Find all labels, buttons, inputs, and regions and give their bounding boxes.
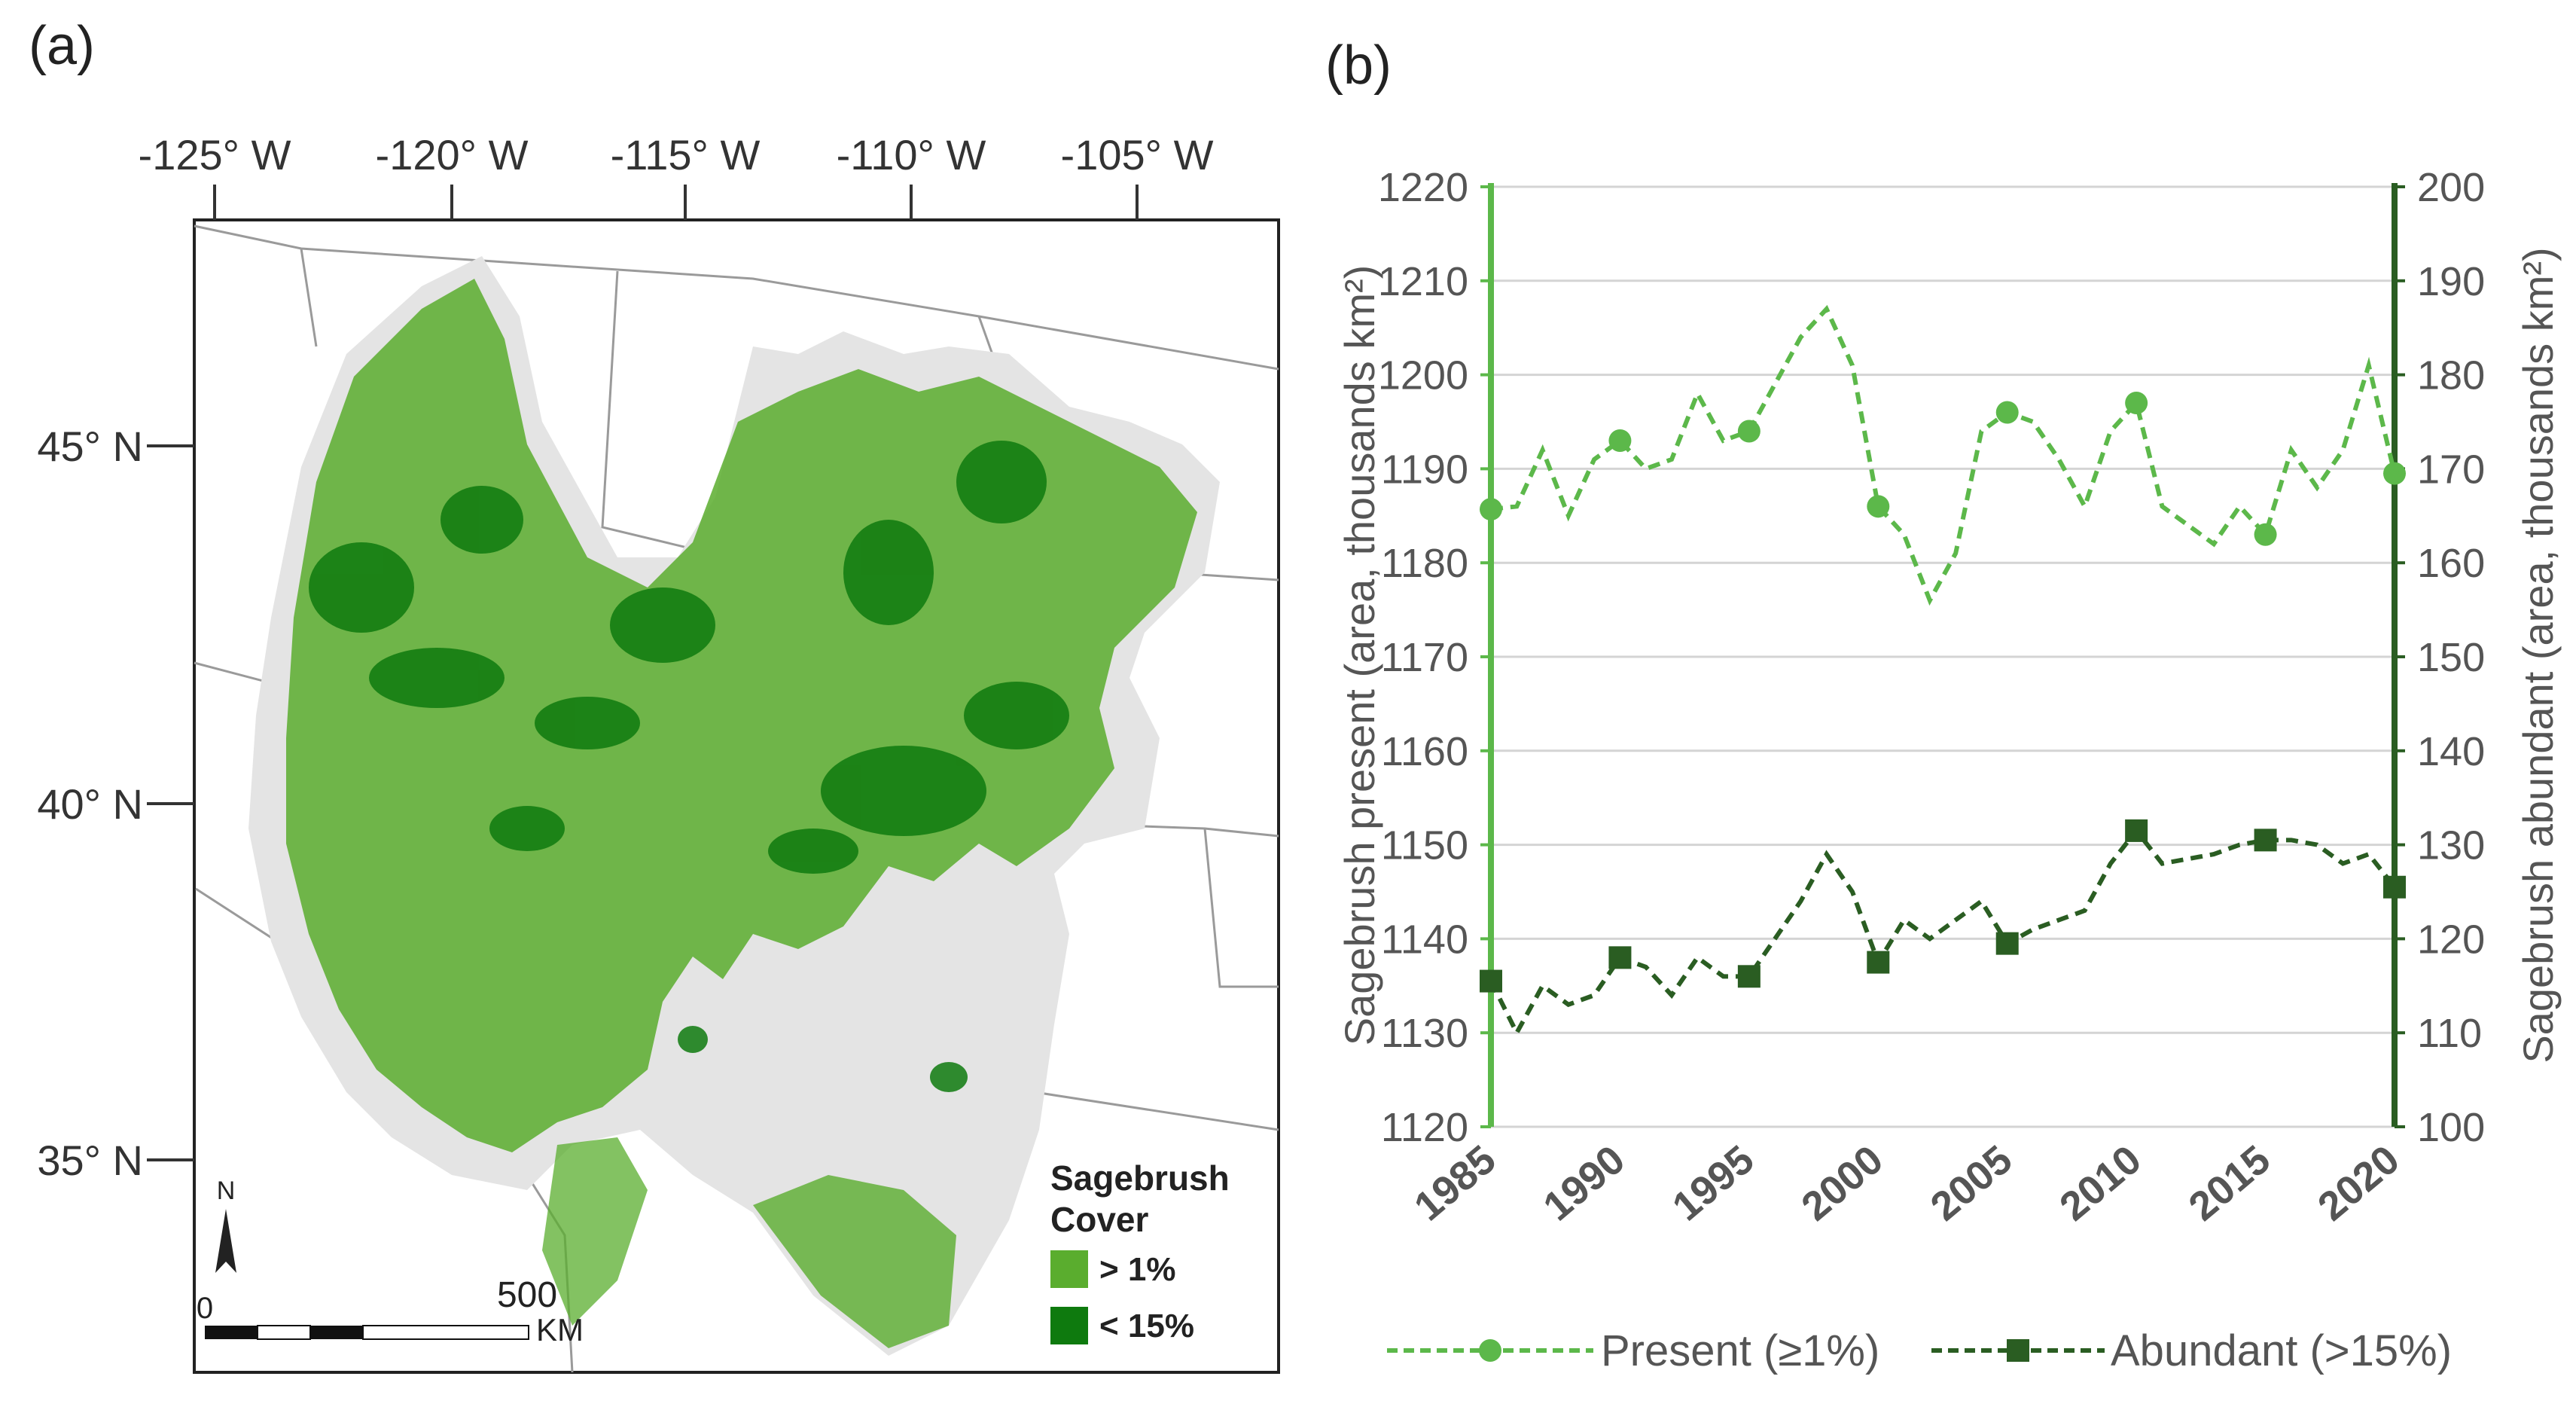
series — [1480, 304, 2406, 1038]
chart-svg: 1120 1130 1140 1150 1160 1170 1180 1190 1200 1210… — [1336, 165, 2562, 1375]
tick-label: 1995 — [1664, 1137, 1763, 1229]
north-label: N — [217, 1176, 236, 1205]
tick-label: 1210 — [1378, 259, 1468, 304]
tick-label: 1190 — [1381, 447, 1468, 492]
data-point — [1480, 969, 1502, 993]
lon-label: -105° W — [1061, 131, 1214, 179]
panel-b-label: (b) — [1325, 35, 1392, 96]
tick-label: 180 — [2417, 353, 2485, 398]
tick-label: 100 — [2417, 1105, 2485, 1150]
tick-label: 1150 — [1381, 823, 1468, 868]
tick-label: 200 — [2417, 165, 2485, 210]
data-point — [2125, 392, 2148, 415]
chart-legend: Present (≥1%) Abundant (>15%) — [1387, 1326, 2452, 1375]
data-point — [1737, 965, 1761, 988]
series-line — [1490, 304, 2397, 606]
tick-label: 2000 — [1793, 1137, 1892, 1229]
series-line — [1489, 827, 2397, 1038]
sagebrush-cover-15pct — [309, 441, 1069, 1092]
tick-label: 1985 — [1406, 1137, 1504, 1229]
tick-label: 1140 — [1381, 917, 1468, 962]
tick-label: 150 — [2417, 635, 2485, 680]
lon-label: -110° W — [837, 131, 986, 179]
data-point — [1995, 401, 2019, 424]
tick-label: 160 — [2417, 541, 2485, 586]
data-point — [1867, 951, 1890, 974]
y-axis-label-left: Sagebrush present (area, thousands km²) — [1336, 265, 1383, 1046]
tick-label: 1160 — [1381, 729, 1468, 774]
panel-a-label: (a) — [29, 16, 95, 76]
y-axis-label-right: Sagebrush abundant (area, thousands km²) — [2514, 247, 2562, 1063]
sagebrush-cover-sw — [542, 1137, 648, 1326]
tick-label: 2010 — [2051, 1137, 2150, 1229]
lat-label: 35° N — [37, 1137, 143, 1184]
tick-label: 2020 — [2309, 1137, 2408, 1229]
gridlines — [1491, 185, 2395, 1128]
data-point — [1867, 495, 1890, 518]
axes — [1488, 183, 2398, 1127]
x-ticks: 1985 1990 1995 2000 2005 2010 2015 2020 — [1406, 1137, 2408, 1229]
tick-label: 190 — [2417, 259, 2485, 304]
legend-swatch-light — [1050, 1250, 1088, 1288]
legend-label: Abundant (>15%) — [2111, 1326, 2452, 1375]
data-point — [2254, 829, 2277, 852]
lon-label: -115° W — [611, 131, 761, 179]
lon-label: -125° W — [139, 131, 291, 179]
legend-label: Present (≥1%) — [1601, 1326, 1879, 1375]
tick-label: 2015 — [2181, 1137, 2279, 1229]
longitude-ticks — [213, 185, 1139, 220]
data-point — [2383, 462, 2406, 485]
tick-label: 1130 — [1381, 1011, 1468, 1056]
tick-label: 1180 — [1381, 541, 1468, 586]
data-point — [2125, 819, 2148, 842]
legend-title: Cover — [1050, 1200, 1148, 1239]
y-ticks-left: 1120 1130 1140 1150 1160 1170 1180 1190 1200 1210… — [1378, 165, 1491, 1150]
tick-label: 110 — [2417, 1011, 2482, 1056]
legend-title: Sagebrush — [1050, 1158, 1230, 1198]
scale-bar: 0 500 KM — [197, 1275, 584, 1347]
tick-label: 1120 — [1381, 1105, 1468, 1150]
tick-label: 1220 — [1378, 165, 1468, 210]
data-point — [1608, 946, 1632, 969]
tick-label: 1200 — [1378, 353, 1468, 398]
legend-marker — [1479, 1339, 1501, 1362]
legend-swatch-dark — [1050, 1307, 1088, 1344]
map-legend: Sagebrush Cover > 1% < 15% — [1047, 1152, 1273, 1371]
legend-marker — [2007, 1339, 2029, 1362]
tick-label: 140 — [2417, 729, 2485, 774]
y-ticks-right: 100 110 120 130 140 150 160 170 180 190 200 — [2395, 165, 2485, 1150]
sagebrush-cover-south — [753, 1175, 956, 1348]
lat-label: 40° N — [37, 780, 143, 828]
map-svg: -125° W -120° W -115° W -110° W -105° W … — [37, 131, 1280, 1374]
lon-label: -120° W — [376, 131, 529, 179]
legend-item-label: < 15% — [1099, 1308, 1194, 1344]
tick-label: 130 — [2417, 823, 2485, 868]
lat-label: 45° N — [37, 423, 143, 470]
data-point — [1737, 420, 1761, 443]
tick-label: 2005 — [1922, 1137, 2021, 1229]
data-point — [1480, 498, 1502, 521]
data-point — [1995, 932, 2019, 955]
data-point — [2383, 875, 2406, 899]
legend-item-label: > 1% — [1099, 1251, 1176, 1288]
data-point — [2254, 523, 2277, 546]
scale-zero-label: 0 — [197, 1292, 213, 1325]
sagebrush-chart-panel: 1120 1130 1140 1150 1160 1170 1180 1190 1200 1210… — [1325, 0, 2576, 1409]
north-arrow-icon: N — [215, 1176, 236, 1273]
scale-max-label: 500 — [497, 1275, 557, 1315]
tick-label: 1990 — [1535, 1137, 1634, 1229]
tick-label: 1170 — [1381, 635, 1468, 680]
sagebrush-map-panel: -125° W -120° W -115° W -110° W -105° W … — [37, 131, 1280, 1374]
data-point — [1608, 429, 1632, 452]
scale-unit-label: KM — [536, 1312, 584, 1347]
tick-label: 170 — [2417, 447, 2485, 492]
tick-label: 120 — [2417, 917, 2485, 962]
latitude-ticks — [147, 444, 194, 1161]
